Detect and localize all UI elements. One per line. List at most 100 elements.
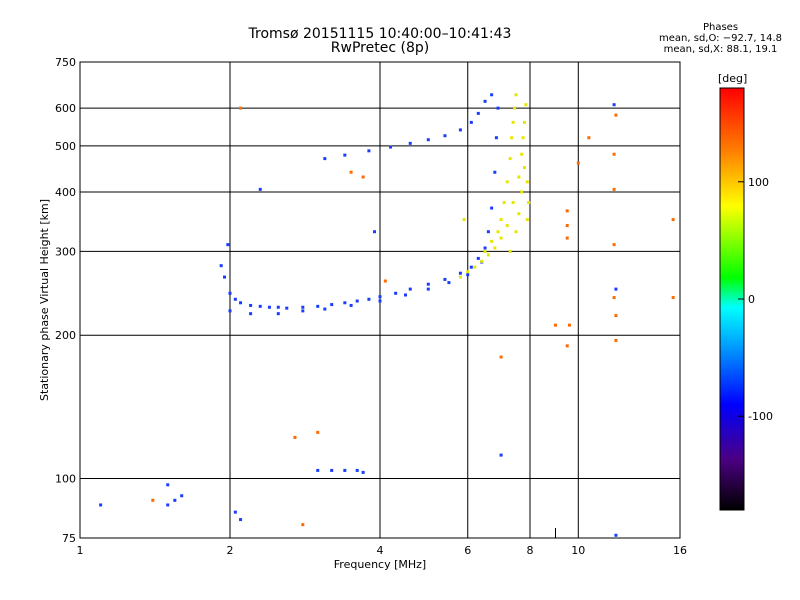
- data-point: [612, 296, 616, 300]
- data-point: [614, 314, 618, 318]
- x-tick-label: 16: [673, 544, 687, 557]
- colorbar-tick-label: 100: [748, 176, 769, 189]
- data-point: [316, 430, 320, 434]
- data-point: [480, 259, 484, 263]
- data-point: [614, 113, 618, 117]
- phase-stats-o: mean, sd,O: −92.7, 14.8: [659, 33, 782, 44]
- data-point: [514, 230, 518, 234]
- data-point: [612, 187, 616, 191]
- x-axis-label: Frequency [MHz]: [334, 558, 426, 571]
- data-point: [99, 503, 103, 507]
- y-tick-label: 750: [55, 56, 76, 69]
- data-point: [499, 236, 503, 240]
- data-point: [493, 246, 497, 250]
- y-tick-label: 100: [55, 473, 76, 486]
- x-tick-label: 8: [527, 544, 534, 557]
- axis-ticks: 1 2 4 6 8 10 16 75 100 200 300 400 500 600 750: [55, 56, 687, 557]
- data-point: [408, 141, 412, 145]
- data-point: [276, 312, 280, 316]
- y-tick-label: 400: [55, 186, 76, 199]
- data-point: [671, 218, 675, 222]
- data-point: [505, 180, 509, 184]
- data-point: [520, 190, 524, 194]
- data-point: [166, 503, 170, 507]
- data-point: [226, 243, 230, 247]
- data-point: [511, 201, 515, 205]
- data-point: [447, 281, 451, 285]
- data-point: [490, 239, 494, 243]
- data-point: [565, 224, 569, 228]
- phase-stats-heading: Phases: [702, 22, 739, 33]
- data-point: [378, 299, 382, 303]
- data-point: [316, 304, 320, 308]
- data-point: [378, 295, 382, 299]
- data-point: [389, 145, 393, 149]
- phase-stats: Phases mean, sd,O: −92.7, 14.8 mean, sd,…: [659, 22, 782, 55]
- data-point: [301, 309, 305, 313]
- colorbar-tick-label: 0: [748, 293, 755, 306]
- data-point: [258, 187, 262, 191]
- data-point: [476, 111, 480, 115]
- data-point: [233, 510, 237, 514]
- y-tick-label: 600: [55, 102, 76, 115]
- data-point: [508, 249, 512, 253]
- data-point: [239, 301, 243, 305]
- data-point: [486, 253, 490, 257]
- data-point: [330, 468, 334, 472]
- data-point: [517, 212, 521, 216]
- data-point: [494, 136, 498, 140]
- y-tick-label: 300: [55, 245, 76, 258]
- data-point: [426, 138, 430, 142]
- data-point: [499, 218, 503, 222]
- data-point: [219, 264, 223, 268]
- y-tick-label: 75: [62, 532, 76, 545]
- data-point: [458, 275, 462, 279]
- data-point: [490, 93, 494, 97]
- data-point: [496, 230, 500, 234]
- data-point: [394, 291, 398, 295]
- data-point: [483, 249, 487, 253]
- data-point: [523, 166, 527, 170]
- data-point: [565, 209, 569, 213]
- data-point: [576, 161, 580, 165]
- data-point: [473, 265, 477, 269]
- x-tick-label: 6: [464, 544, 471, 557]
- data-point: [330, 303, 334, 307]
- data-point: [151, 498, 155, 502]
- colorbar-ticks: 100 0 -100: [738, 176, 773, 423]
- data-point: [469, 120, 473, 124]
- data-point: [466, 273, 470, 277]
- data-point: [567, 323, 571, 327]
- data-point: [476, 256, 480, 260]
- chart-title: Tromsø 20151115 10:40:00–10:41:43: [248, 26, 512, 42]
- data-point: [614, 287, 618, 291]
- y-tick-label: 500: [55, 140, 76, 153]
- data-point: [502, 201, 506, 205]
- grid-layer: [80, 62, 680, 538]
- data-point: [343, 468, 347, 472]
- data-point: [383, 279, 387, 283]
- data-point: [373, 230, 377, 234]
- data-point: [511, 120, 515, 124]
- data-point: [525, 218, 529, 222]
- data-point: [239, 106, 243, 110]
- data-point: [249, 312, 253, 316]
- data-point: [349, 303, 353, 307]
- data-point: [565, 344, 569, 348]
- data-point: [587, 136, 591, 140]
- data-point: [514, 93, 518, 97]
- y-axis-label: Stationary phase Virtual Height [km]: [38, 199, 51, 401]
- data-point: [523, 120, 527, 124]
- data-point: [349, 170, 353, 174]
- data-point: [367, 297, 371, 301]
- data-point: [355, 299, 359, 303]
- data-point: [403, 293, 407, 297]
- data-point: [493, 170, 497, 174]
- data-point: [343, 301, 347, 305]
- colorbar-tick-label: -100: [748, 410, 773, 423]
- data-point: [565, 236, 569, 240]
- data-point: [466, 270, 470, 274]
- colorbar-label: [deg]: [718, 72, 747, 85]
- data-point: [301, 523, 305, 527]
